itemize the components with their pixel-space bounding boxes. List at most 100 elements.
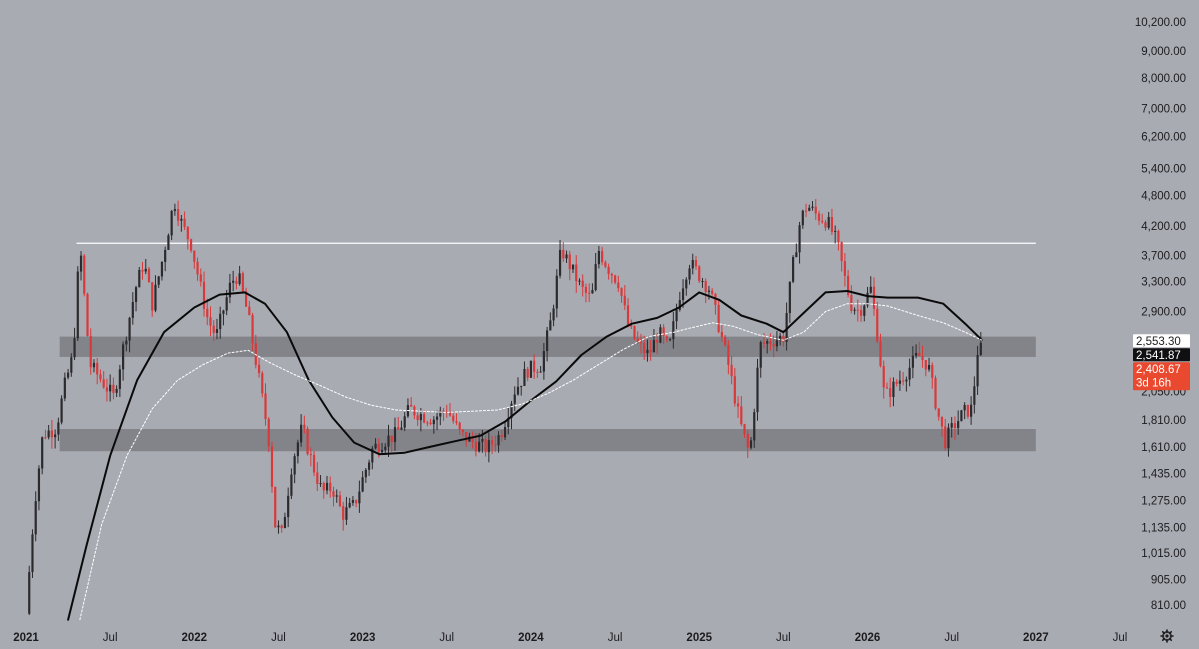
candle-body bbox=[558, 249, 562, 276]
candle-body bbox=[736, 403, 740, 407]
candle-body bbox=[565, 254, 568, 259]
candle-body bbox=[979, 342, 982, 355]
candle-body bbox=[533, 360, 536, 372]
candle-body bbox=[617, 282, 620, 289]
candle-body bbox=[791, 257, 795, 282]
candle-body bbox=[665, 336, 668, 340]
candle-body bbox=[490, 440, 494, 445]
price-label: 2,408.67 bbox=[1136, 364, 1181, 376]
candle-body bbox=[125, 340, 128, 345]
candle-body bbox=[591, 290, 594, 294]
candle-body bbox=[280, 525, 283, 529]
candle-body bbox=[244, 291, 248, 307]
candle-body bbox=[824, 222, 827, 228]
y-tick-label: 3,300.00 bbox=[1141, 277, 1186, 289]
candle-body bbox=[772, 344, 775, 347]
countdown-label: 3d 16h bbox=[1136, 377, 1171, 389]
candle-body bbox=[685, 279, 688, 289]
candle-body bbox=[458, 422, 461, 430]
candle-body bbox=[539, 371, 542, 373]
candle-body bbox=[79, 255, 83, 272]
candle-body bbox=[112, 384, 115, 393]
candle-body bbox=[322, 483, 325, 491]
candle-body bbox=[138, 269, 141, 288]
candle-body bbox=[219, 313, 222, 330]
candle-body bbox=[843, 261, 846, 276]
candle-body bbox=[908, 367, 911, 380]
candle-body bbox=[199, 274, 202, 282]
moving-averages bbox=[67, 290, 983, 621]
candle-body bbox=[940, 416, 944, 427]
candle-body bbox=[503, 426, 507, 438]
candle-body bbox=[196, 261, 199, 275]
candle-body bbox=[173, 209, 176, 211]
candle-body bbox=[688, 268, 691, 280]
candle-body bbox=[228, 282, 232, 298]
moving-average-line bbox=[67, 290, 983, 621]
y-tick-label: 1,275.00 bbox=[1141, 496, 1186, 508]
candle-body bbox=[607, 266, 610, 274]
candle-body bbox=[34, 501, 37, 535]
candle-body bbox=[410, 405, 413, 407]
candle-body bbox=[937, 408, 940, 417]
candle-body bbox=[419, 414, 422, 421]
candle-body bbox=[620, 288, 623, 296]
candle-body bbox=[105, 387, 109, 392]
candle-body bbox=[604, 262, 607, 267]
candle-body bbox=[659, 327, 662, 343]
candle-body bbox=[164, 249, 167, 262]
y-tick-label: 3,700.00 bbox=[1141, 250, 1186, 262]
candle-body bbox=[724, 336, 727, 345]
candle-body bbox=[416, 415, 419, 421]
candle-body bbox=[636, 338, 639, 342]
candle-body bbox=[568, 254, 571, 270]
candle-body bbox=[50, 430, 53, 438]
candle-body bbox=[70, 357, 73, 373]
candle-body bbox=[720, 331, 723, 337]
candle-body bbox=[646, 349, 649, 354]
candle-body bbox=[371, 448, 374, 463]
candle-body bbox=[157, 276, 160, 285]
y-tick-label: 1,435.00 bbox=[1141, 468, 1186, 480]
candle-body bbox=[672, 321, 675, 340]
candle-body bbox=[478, 441, 481, 452]
candle-body bbox=[131, 301, 134, 318]
candle-body bbox=[189, 239, 193, 251]
candle-body bbox=[300, 424, 303, 443]
y-tick-label: 4,200.00 bbox=[1141, 221, 1186, 233]
gear-icon[interactable] bbox=[1160, 629, 1174, 643]
candle-body bbox=[193, 250, 196, 262]
candle-body bbox=[319, 483, 322, 485]
candle-body bbox=[918, 352, 921, 357]
candle-body bbox=[898, 380, 902, 384]
candle-body bbox=[338, 495, 342, 507]
candle-body bbox=[403, 416, 406, 428]
candle-body bbox=[232, 280, 235, 283]
candle-body bbox=[817, 213, 821, 221]
candle-body bbox=[435, 416, 439, 420]
candle-body bbox=[380, 449, 384, 453]
candle-body bbox=[821, 220, 824, 223]
candle-body bbox=[481, 438, 484, 442]
candle-body bbox=[613, 275, 617, 283]
candle-body bbox=[115, 388, 118, 393]
candle-body bbox=[287, 495, 290, 518]
candle-body bbox=[921, 356, 924, 361]
candle-body bbox=[662, 327, 665, 337]
candle-body bbox=[500, 435, 503, 438]
time-axis[interactable]: 2021 Jul 2022 Jul 2023 Jul 2024 Jul 2025 Jul 2026 J… bbox=[13, 632, 1127, 644]
y-tick-label: 905.00 bbox=[1151, 574, 1186, 586]
candle-body bbox=[455, 421, 458, 423]
candle-body bbox=[562, 249, 565, 259]
candle-body bbox=[733, 376, 736, 404]
candle-body bbox=[180, 218, 183, 221]
candle-body bbox=[966, 404, 969, 417]
candle-body bbox=[549, 320, 552, 331]
candle-body bbox=[681, 288, 685, 301]
candle-body bbox=[442, 410, 445, 412]
candle-body bbox=[54, 434, 57, 438]
price-axis[interactable]: 10,200.00 9,000.00 8,000.00 7,000.00 6,200.0… bbox=[1135, 17, 1186, 612]
